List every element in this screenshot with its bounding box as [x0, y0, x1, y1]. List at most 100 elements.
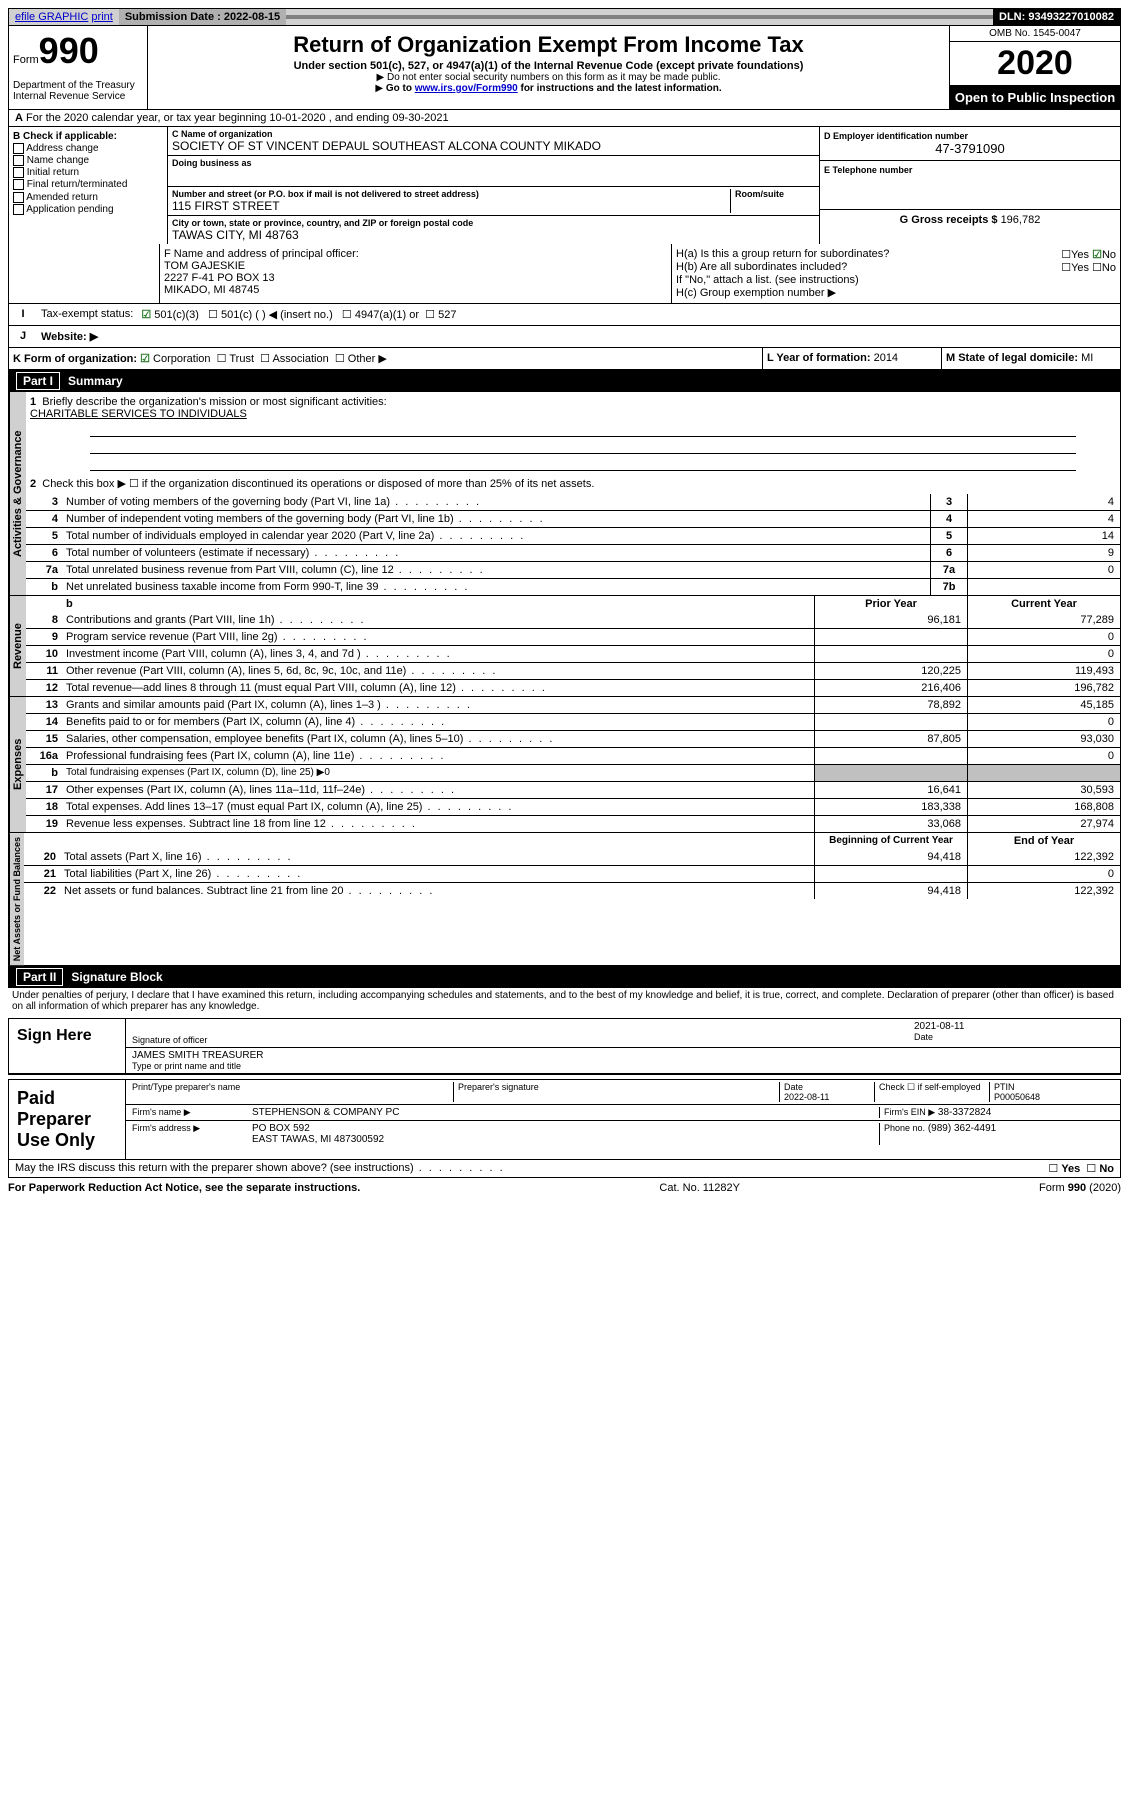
opt-527[interactable]: 527	[438, 309, 456, 321]
dept-label: Department of the Treasury	[13, 80, 143, 91]
omb-number: OMB No. 1545-0047	[950, 26, 1120, 42]
submission-date: Submission Date : 2022-08-15	[119, 9, 286, 25]
form-org-label: K Form of organization:	[13, 353, 137, 365]
dba-label: Doing business as	[172, 158, 815, 168]
chk-address: Address change	[13, 143, 163, 154]
ein-label: D Employer identification number	[824, 131, 1116, 141]
officer-label: F Name and address of principal officer:	[164, 248, 667, 260]
form990-link[interactable]: www.irs.gov/Form990	[415, 83, 518, 94]
form-header: Form990 Department of the Treasury Inter…	[8, 26, 1121, 110]
firm-phone: (989) 362-4491	[928, 1123, 996, 1134]
opt-4947[interactable]: 4947(a)(1) or	[355, 309, 419, 321]
top-toolbar: efile GRAPHIC print Submission Date : 20…	[8, 8, 1121, 26]
self-emp-label: Check ☐ if self-employed	[874, 1082, 989, 1102]
h-a: H(a) Is this a group return for subordin…	[676, 248, 889, 261]
goto-suffix: for instructions and the latest informat…	[518, 83, 722, 94]
firm-name: STEPHENSON & COMPANY PC	[252, 1107, 879, 1118]
sig-type-label: Type or print name and title	[132, 1061, 1114, 1071]
form-label: Form	[13, 54, 39, 66]
firm-ein-label: Firm's EIN ▶	[884, 1107, 935, 1117]
tax-status-label: Tax-exempt status:	[37, 304, 137, 325]
street-address: 115 FIRST STREET	[172, 199, 730, 213]
box-b-header: B Check if applicable:	[13, 131, 117, 142]
org-name-label: C Name of organization	[172, 129, 815, 139]
hdr-boy: Beginning of Current Year	[814, 833, 967, 849]
prep-sig-label: Preparer's signature	[453, 1082, 779, 1102]
goto-prefix: Go to	[386, 83, 415, 94]
prep-date-label: Date	[784, 1082, 874, 1092]
footer-mid: Cat. No. 11282Y	[659, 1182, 740, 1194]
firm-city: EAST TAWAS, MI 487300592	[252, 1134, 879, 1145]
paid-label: Paid Preparer Use Only	[9, 1080, 126, 1159]
phone-label: E Telephone number	[824, 165, 1116, 175]
city-state-zip: TAWAS CITY, MI 48763	[172, 228, 815, 242]
sig-name: JAMES SMITH TREASURER	[132, 1050, 1114, 1061]
tab-revenue: Revenue	[9, 596, 26, 696]
prep-name-label: Print/Type preparer's name	[132, 1082, 453, 1102]
sig-date-label: Date	[914, 1032, 1114, 1042]
part2-label: Part II	[16, 968, 63, 986]
irs-label: Internal Revenue Service	[13, 91, 143, 102]
sig-date: 2021-08-11	[914, 1021, 1114, 1032]
form-title: Return of Organization Exempt From Incom…	[152, 32, 945, 58]
chk-amended: Amended return	[13, 192, 163, 203]
gross-receipts-label: G Gross receipts $	[900, 214, 998, 226]
h-note: If "No," attach a list. (see instruction…	[676, 274, 1116, 286]
h-b: H(b) Are all subordinates included?	[676, 261, 847, 274]
firm-addr: PO BOX 592	[252, 1123, 879, 1134]
opt-assoc[interactable]: Association	[272, 353, 328, 365]
part2-title: Signature Block	[71, 970, 162, 984]
firm-phone-label: Phone no.	[884, 1123, 925, 1133]
line2: Check this box ▶ ☐ if the organization d…	[42, 478, 594, 490]
penalties-text: Under penalties of perjury, I declare th…	[8, 988, 1121, 1014]
paid-preparer-block: Paid Preparer Use Only Print/Type prepar…	[8, 1079, 1121, 1160]
domicile: MI	[1081, 352, 1093, 364]
footer-left: For Paperwork Reduction Act Notice, see …	[8, 1182, 360, 1194]
org-name: SOCIETY OF ST VINCENT DEPAUL SOUTHEAST A…	[172, 139, 815, 153]
sign-here-block: Sign Here Signature of officer 2021-08-1…	[8, 1018, 1121, 1075]
mission: CHARITABLE SERVICES TO INDIVIDUALS	[30, 408, 1116, 420]
officer-addr2: MIKADO, MI 48745	[164, 284, 667, 296]
opt-501c3[interactable]: 501(c)(3)	[154, 309, 199, 321]
opt-trust[interactable]: Trust	[229, 353, 254, 365]
h-c: H(c) Group exemption number ▶	[676, 286, 1116, 299]
officer-name: TOM GAJESKIE	[164, 260, 667, 272]
firm-addr-label: Firm's address ▶	[132, 1123, 252, 1145]
tax-year: 2020	[950, 42, 1120, 86]
subtitle-1: Under section 501(c), 527, or 4947(a)(1)…	[152, 60, 945, 72]
opt-501c[interactable]: 501(c) ( ) ◀ (insert no.)	[221, 309, 333, 321]
ptin-value: P00050648	[994, 1092, 1114, 1102]
hdr-eoy: End of Year	[967, 833, 1120, 849]
chk-pending: Application pending	[13, 204, 163, 215]
subtitle-2: Do not enter social security numbers on …	[152, 72, 945, 83]
chk-final: Final return/terminated	[13, 179, 163, 190]
sig-officer-label: Signature of officer	[132, 1035, 914, 1045]
open-public: Open to Public Inspection	[950, 86, 1120, 109]
tax-period: For the 2020 calendar year, or tax year …	[26, 112, 449, 124]
efile-link[interactable]: efile GRAPHIC	[15, 11, 88, 23]
entity-block: B Check if applicable: Address change Na…	[8, 127, 1121, 244]
gross-receipts: 196,782	[1001, 214, 1041, 226]
tab-netassets: Net Assets or Fund Balances	[9, 833, 24, 965]
website-label: Website: ▶	[41, 331, 98, 343]
discuss-text: May the IRS discuss this return with the…	[15, 1162, 414, 1174]
tab-expenses: Expenses	[9, 697, 26, 832]
part1-label: Part I	[16, 372, 60, 390]
page-footer: For Paperwork Reduction Act Notice, see …	[8, 1182, 1121, 1194]
domicile-label: M State of legal domicile:	[946, 352, 1078, 364]
addr-label: Number and street (or P.O. box if mail i…	[172, 189, 730, 199]
opt-other[interactable]: Other ▶	[348, 353, 387, 365]
hdr-prior: Prior Year	[814, 596, 967, 612]
year-formation: 2014	[874, 352, 898, 364]
line1-label: Briefly describe the organization's miss…	[42, 396, 386, 408]
opt-corp[interactable]: Corporation	[153, 353, 210, 365]
print-link[interactable]: print	[91, 11, 112, 23]
firm-name-label: Firm's name ▶	[132, 1107, 252, 1118]
part2-header: Part II Signature Block	[8, 966, 1121, 988]
ptin-label: PTIN	[994, 1082, 1114, 1092]
tab-governance: Activities & Governance	[9, 392, 26, 595]
sign-here-label: Sign Here	[9, 1019, 126, 1073]
dln: DLN: 93493227010082	[993, 9, 1120, 25]
hdr-current: Current Year	[967, 596, 1120, 612]
chk-initial: Initial return	[13, 167, 163, 178]
